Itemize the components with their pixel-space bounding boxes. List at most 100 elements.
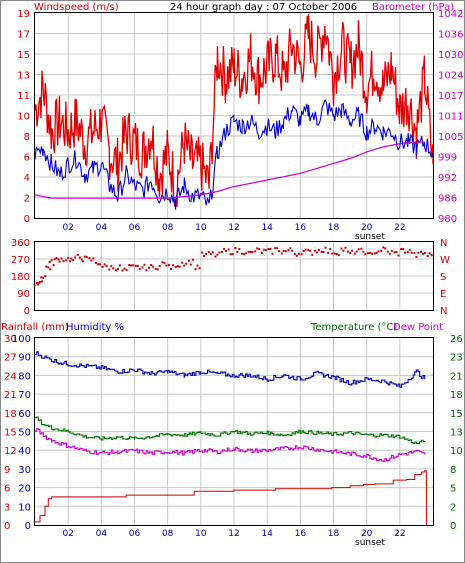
direction-point [97, 263, 100, 266]
rainfall-tick-label: 21 [4, 390, 17, 401]
direction-point [116, 267, 119, 270]
direction-point [223, 247, 226, 250]
direction-point [404, 251, 407, 254]
direction-point [141, 266, 144, 269]
barometer-tick-label: 1042 [438, 9, 463, 20]
direction-point [136, 264, 139, 267]
direction-point [234, 247, 237, 250]
windspeed-tick-label: 15 [17, 50, 30, 61]
sunset-label: sunset [355, 232, 385, 242]
time-tick-label: 10 [195, 529, 207, 539]
direction-point [143, 263, 146, 266]
direction-point [287, 249, 290, 252]
direction-point [313, 249, 316, 252]
direction-point [57, 258, 60, 261]
rainfall-tick-label: 12 [4, 446, 17, 457]
direction-point [209, 253, 212, 256]
direction-point [304, 248, 307, 251]
direction-point [83, 255, 86, 258]
direction-point [410, 251, 413, 254]
average-wind-series-line [34, 99, 434, 210]
rainfall-tick-label: 9 [4, 465, 10, 476]
direction-point [284, 250, 287, 253]
barometer-tick-label: 980 [438, 214, 457, 225]
direction-point [300, 253, 303, 256]
barometer-tick-label: 992 [438, 173, 457, 184]
direction-point [181, 261, 184, 264]
direction-compass-tick-label: N [440, 238, 447, 249]
direction-point [58, 260, 61, 263]
direction-point [216, 253, 219, 256]
direction-point [174, 266, 177, 269]
humidity-tick-label: 100 [12, 334, 31, 345]
windspeed-tick-label: 11 [17, 91, 30, 102]
direction-point [101, 265, 104, 268]
direction-point [340, 247, 343, 250]
direction-point [95, 262, 98, 265]
direction-point [357, 248, 360, 251]
direction-point [249, 250, 252, 253]
direction-point [262, 248, 265, 251]
humidity-tick-label: 50 [18, 428, 31, 439]
time-tick-label: 14 [261, 529, 273, 539]
direction-point [238, 248, 241, 251]
direction-point [302, 249, 305, 252]
temperature-tick-label: 5 [450, 484, 456, 495]
dewpoint-axis-title: Dew Point [393, 322, 443, 333]
humidity-tick-label: 90 [18, 353, 31, 364]
direction-point [105, 264, 108, 267]
direction-point [183, 264, 186, 267]
direction-point [395, 251, 398, 254]
direction-point [417, 251, 420, 254]
time-tick-label: 06 [129, 223, 141, 233]
time-tick-label: 22 [394, 223, 405, 233]
direction-point [280, 252, 283, 255]
direction-point [138, 268, 141, 271]
time-tick-label: 18 [328, 529, 340, 539]
direction-point [276, 247, 279, 250]
direction-point [176, 265, 179, 268]
windspeed-tick-label: 19 [17, 9, 30, 20]
direction-point [108, 268, 111, 271]
temperature-tick-label: 0 [450, 521, 456, 532]
direction-point [386, 250, 389, 253]
direction-point [69, 260, 72, 263]
direction-point [167, 263, 170, 266]
direction-degree-tick-label: 180 [11, 272, 30, 283]
direction-point [203, 254, 206, 257]
direction-point [221, 250, 224, 253]
direction-point [274, 247, 277, 250]
direction-point [382, 246, 385, 249]
barometer-tick-label: 1024 [438, 71, 463, 82]
direction-point [294, 253, 297, 256]
direction-point [150, 264, 153, 267]
direction-point [70, 257, 73, 260]
direction-point [269, 247, 272, 250]
direction-point [420, 250, 423, 253]
time-tick-label: 10 [195, 223, 207, 233]
direction-point [118, 264, 121, 267]
temperature-tick-label: 23 [450, 353, 463, 364]
direction-point [67, 256, 70, 259]
humidity-tick-label: 0 [25, 521, 31, 532]
rainfall-series-line [35, 470, 427, 525]
direction-point [373, 252, 376, 255]
direction-point [344, 246, 347, 249]
rainfall-tick-label: 30 [4, 334, 17, 345]
time-tick-label: 14 [261, 223, 273, 233]
direction-point [309, 249, 312, 252]
direction-compass-tick-label: E [440, 289, 446, 300]
rainfall-tick-label: 0 [4, 521, 10, 532]
direction-point [45, 265, 48, 268]
direction-point [49, 268, 52, 271]
direction-point [329, 247, 332, 250]
sunset-label: sunset [355, 538, 385, 548]
time-tick-label: 04 [96, 529, 108, 539]
direction-point [74, 256, 77, 259]
direction-point [165, 264, 168, 267]
direction-point [76, 253, 79, 256]
rainfall-axis-title: Rainfall (mm) [1, 322, 69, 333]
windspeed-tick-label: 4 [24, 173, 30, 184]
windspeed-tick-label: 17 [17, 30, 30, 41]
